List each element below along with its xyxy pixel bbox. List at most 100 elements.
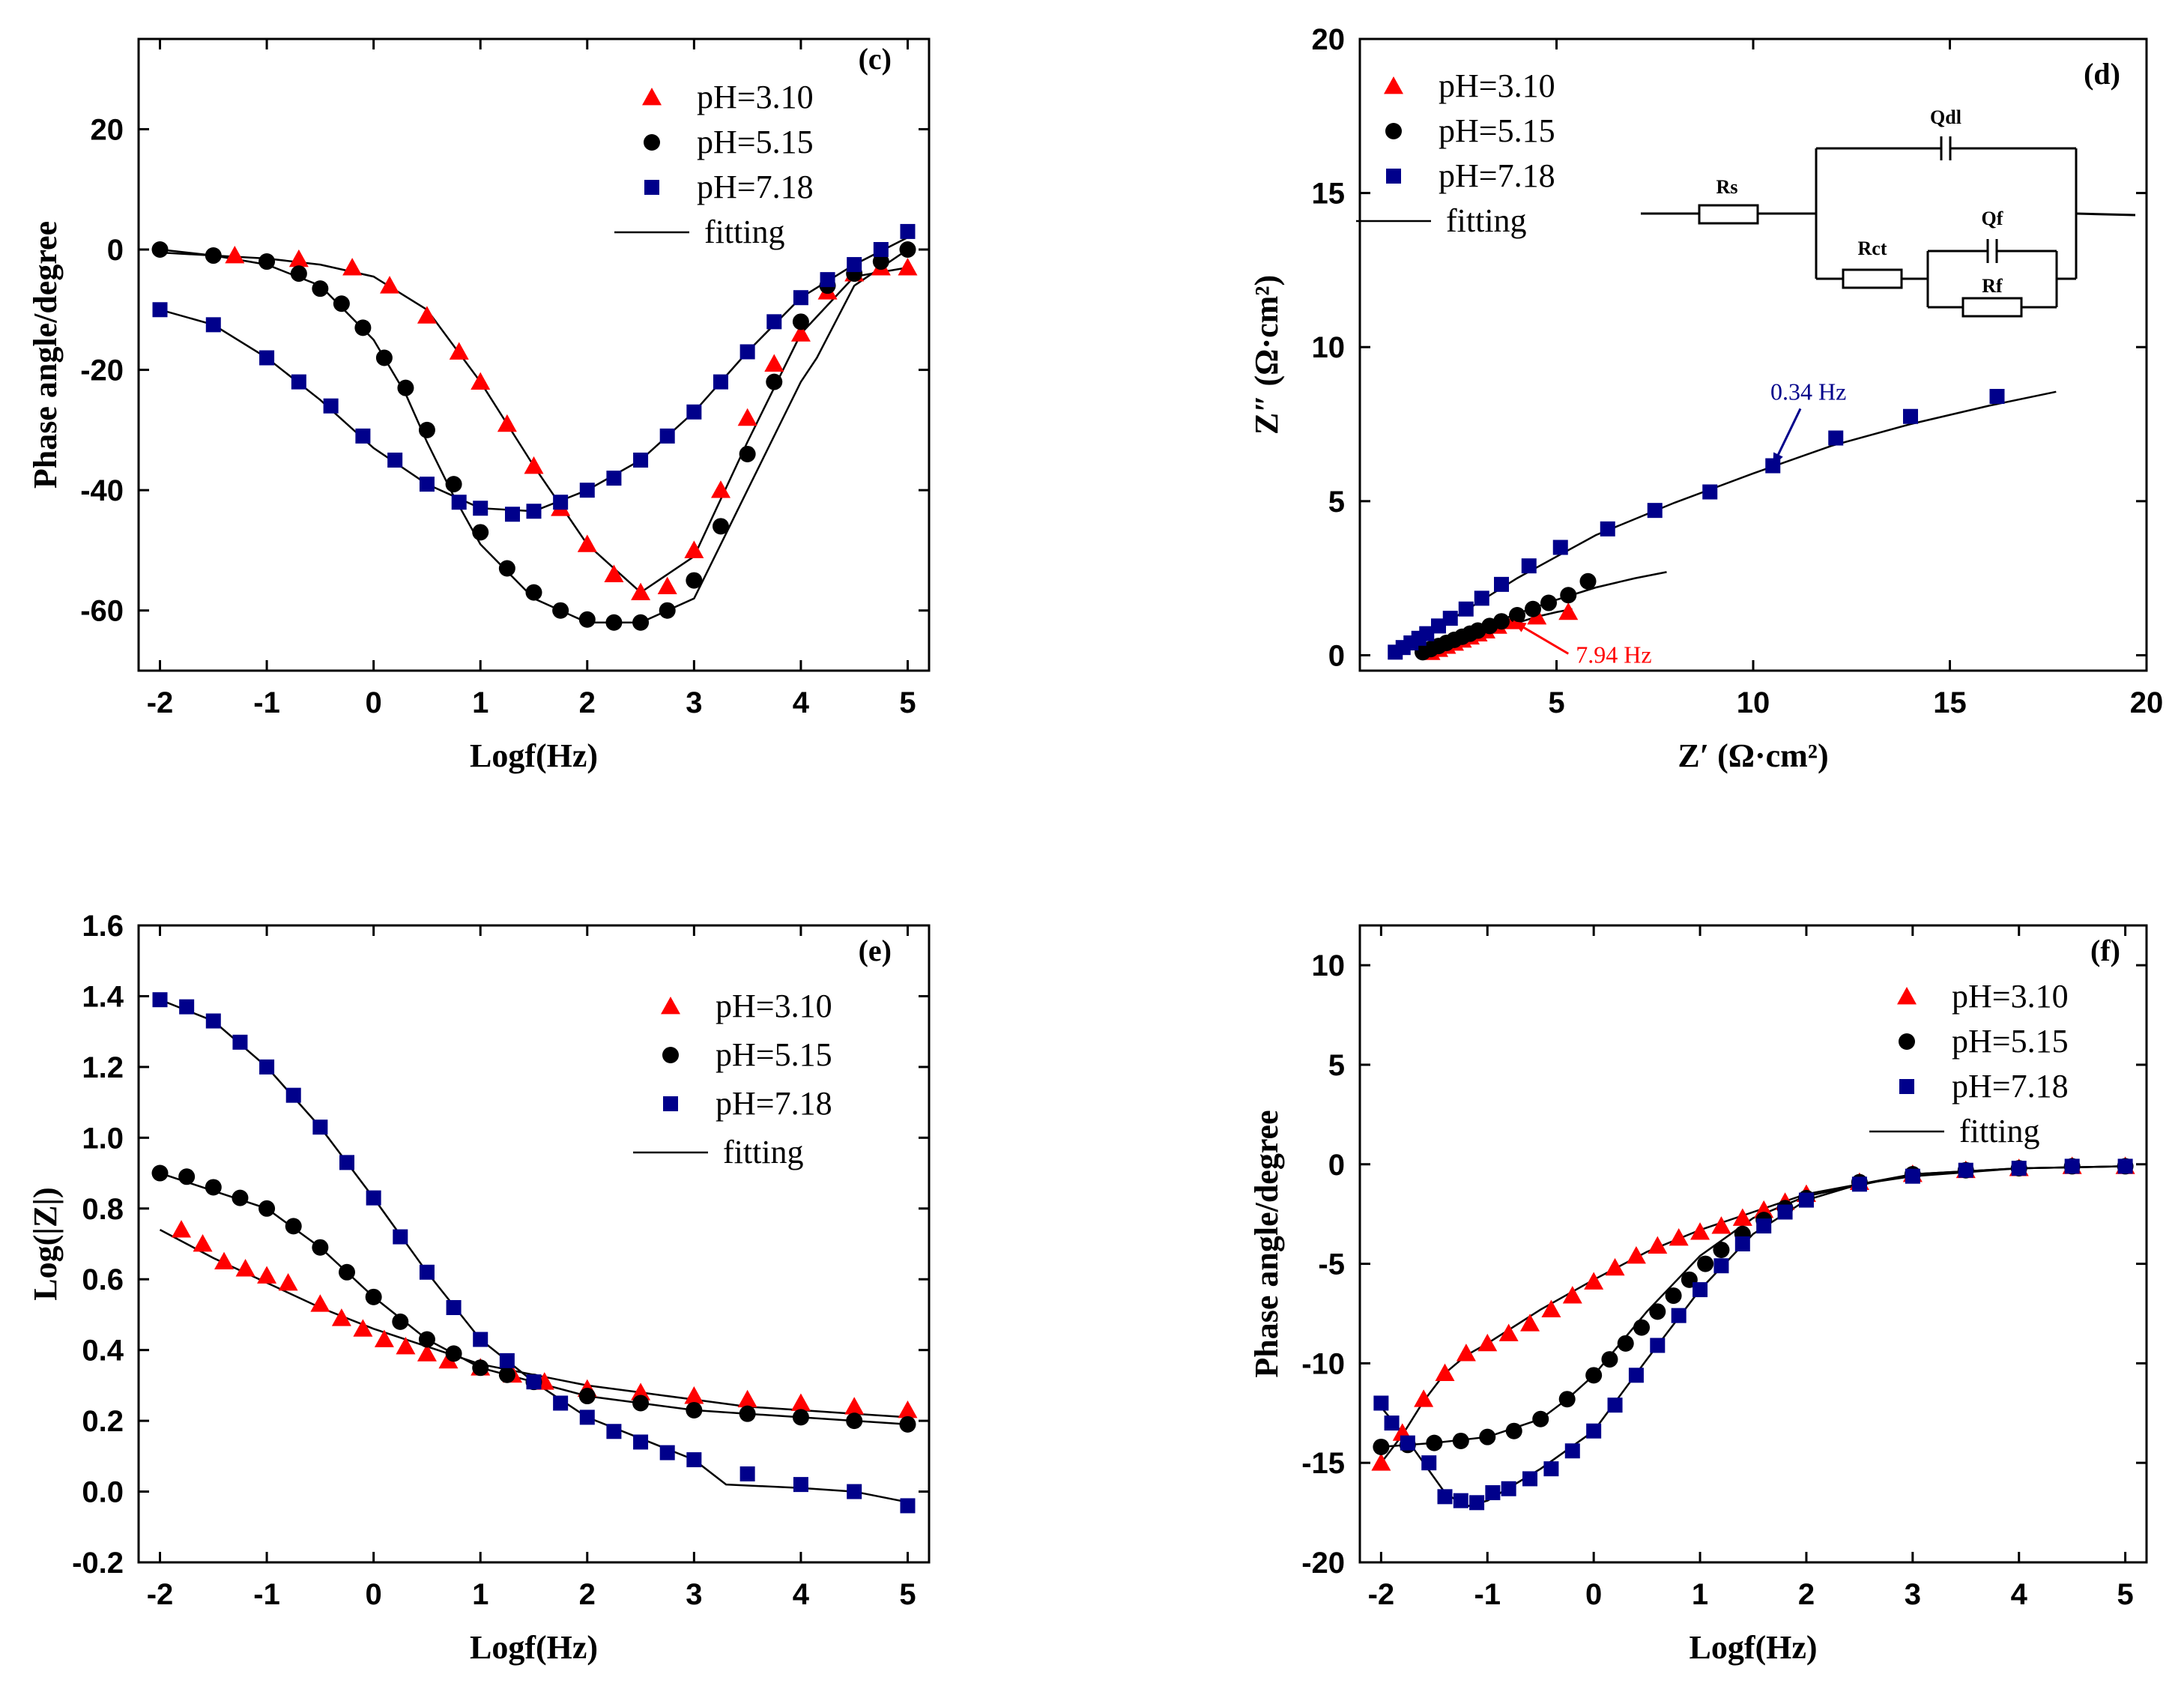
- ph718-data-point: [900, 1498, 916, 1514]
- ph515-data-point: [632, 1395, 650, 1412]
- ph718-data-point: [820, 272, 835, 288]
- fitting-line: [1380, 1165, 2126, 1508]
- ph310-data-point: [710, 480, 730, 498]
- y-tick-label: -40: [80, 474, 124, 507]
- legend-ph310-marker: [642, 88, 662, 106]
- legend-ph718-label: pH=7.18: [1952, 1068, 2069, 1105]
- ph515-data-point: [1713, 1241, 1730, 1258]
- ph515-data-point: [445, 476, 462, 493]
- ph515-data-point: [258, 253, 276, 271]
- ph718-data-point: [1828, 430, 1844, 446]
- ph515-data-point: [232, 1189, 249, 1206]
- ph515-data-point: [846, 1412, 863, 1430]
- ph515-data-point: [578, 611, 596, 628]
- y-tick-label: -20: [1301, 1547, 1345, 1580]
- legend-ph515-label: pH=5.15: [1952, 1023, 2069, 1060]
- ph310-data-point: [449, 342, 469, 360]
- ph718-data-point: [1384, 1415, 1400, 1431]
- x-axis-label: Logf(Hz): [470, 737, 598, 774]
- y-tick-label: 0.6: [82, 1263, 124, 1296]
- x-tick-label: -2: [1368, 1578, 1395, 1611]
- ph718-data-point: [393, 1229, 408, 1245]
- fitting-line: [160, 1172, 908, 1426]
- ph718-data-point: [1713, 1258, 1729, 1274]
- ph718-data-point: [259, 350, 275, 366]
- ph310-data-point: [396, 1336, 416, 1355]
- ph515-data-point: [290, 265, 307, 282]
- ph515-data-point: [333, 295, 350, 312]
- frequency-annotation: 0.34 Hz: [1770, 378, 1846, 405]
- ph310-data-point: [310, 1294, 330, 1312]
- ph515-data-point: [354, 319, 372, 336]
- ph310-data-point: [342, 258, 363, 276]
- ph310-data-point: [1456, 1344, 1476, 1362]
- ph718-data-point: [1702, 484, 1718, 500]
- ph718-data-point: [1650, 1338, 1666, 1353]
- ph515-data-point: [472, 1359, 489, 1377]
- y-tick-label: -20: [80, 354, 124, 387]
- ph310-data-point: [631, 1383, 651, 1401]
- y-tick-label: -10: [1301, 1347, 1345, 1380]
- ph718-data-point: [504, 507, 520, 522]
- x-axis-label: Logf(Hz): [1689, 1629, 1817, 1666]
- ph718-data-point: [606, 471, 622, 486]
- panel-label: (c): [859, 42, 892, 76]
- ph310-data-point: [604, 564, 624, 582]
- ph515-data-point: [418, 1331, 435, 1348]
- ph515-data-point: [178, 1168, 196, 1185]
- x-tick-label: 5: [1548, 686, 1564, 719]
- y-tick-label: 0.2: [82, 1405, 124, 1438]
- ph718-data-point: [553, 1395, 569, 1411]
- x-tick-label: -1: [253, 686, 280, 719]
- x-tick-label: 1: [472, 1578, 488, 1611]
- ph718-data-point: [259, 1059, 275, 1075]
- ph718-data-point: [2011, 1161, 2027, 1176]
- x-tick-label: 5: [899, 686, 916, 719]
- ph718-data-point: [633, 1434, 649, 1450]
- y-tick-label: 10: [1312, 949, 1346, 982]
- ph310-data-point: [1626, 1245, 1646, 1264]
- plot-frame: [1358, 924, 2148, 1564]
- fitting-line: [1394, 390, 2057, 656]
- ph310-data-point: [331, 1308, 351, 1326]
- ph515-data-point: [712, 518, 729, 535]
- annotation-arrowhead: [1773, 452, 1783, 466]
- ph515-data-point: [1579, 572, 1597, 590]
- ph310-data-point: [737, 1389, 757, 1408]
- ph718-data-point: [1989, 389, 2005, 405]
- ph515-data-point: [1426, 1434, 1443, 1451]
- ph515-data-point: [525, 584, 542, 601]
- ph718-data-point: [739, 344, 755, 360]
- ph718-data-point: [1522, 1471, 1538, 1487]
- legend-ph515-label: pH=5.15: [716, 1036, 832, 1073]
- y-tick-label: 15: [1312, 178, 1346, 211]
- ph718-data-point: [793, 290, 808, 306]
- plot-area: [151, 992, 918, 1514]
- ph718-data-point: [793, 1477, 808, 1493]
- ph515-data-point: [605, 614, 623, 631]
- ph718-data-point: [1671, 1308, 1687, 1323]
- legend-ph718-label: pH=7.18: [697, 169, 814, 205]
- ph310-data-point: [1477, 1333, 1498, 1352]
- x-tick-label: 1: [1692, 1578, 1708, 1611]
- x-tick-label: 4: [793, 1578, 810, 1611]
- ph718-data-point: [1485, 1485, 1501, 1501]
- legend-ph515-marker: [662, 1047, 679, 1063]
- x-tick-label: 0: [366, 686, 382, 719]
- ph515-data-point: [1558, 1391, 1576, 1408]
- y-tick-label: 0: [1328, 1149, 1345, 1182]
- ph718-data-point: [1552, 540, 1568, 555]
- ph515-data-point: [472, 524, 489, 541]
- ph515-data-point: [739, 1405, 756, 1422]
- y-tick-label: 5: [1328, 486, 1345, 519]
- ph310-data-point: [417, 306, 437, 324]
- ph515-data-point: [205, 1179, 222, 1196]
- ph515-data-point: [285, 1218, 302, 1235]
- legend-fit-label: fitting: [1959, 1113, 2040, 1149]
- x-tick-label: 2: [579, 1578, 596, 1611]
- x-tick-label: 3: [686, 686, 702, 719]
- ph718-data-point: [739, 1466, 755, 1481]
- ph718-data-point: [766, 314, 782, 330]
- ph515-data-point: [739, 445, 756, 462]
